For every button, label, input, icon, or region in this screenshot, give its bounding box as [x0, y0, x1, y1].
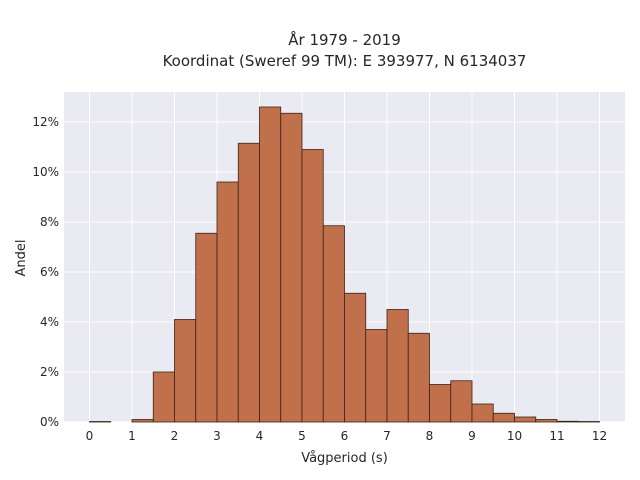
histogram-bar: [131, 419, 154, 423]
histogram-bar: [471, 403, 494, 423]
histogram-bar: [577, 421, 600, 423]
histogram-bar: [386, 309, 409, 423]
x-axis-ticks: 0 1 2 3 4 5 6 7 8 9 10 11 12: [86, 429, 607, 443]
histogram-bar: [429, 384, 452, 423]
y-axis-label: Andel: [14, 240, 29, 277]
histogram-bar: [365, 329, 388, 423]
x-tick-label: 4: [256, 429, 264, 443]
histogram-bar: [237, 142, 260, 423]
histogram-bar: [259, 106, 282, 423]
x-tick-label: 2: [171, 429, 179, 443]
histogram-bars: [89, 106, 600, 423]
histogram-bar: [301, 149, 324, 423]
histogram-bar: [322, 225, 345, 423]
x-tick-label: 1: [128, 429, 136, 443]
x-tick-label: 11: [549, 429, 564, 443]
histogram-bar: [556, 420, 579, 423]
x-axis-label: Vågperiod (s): [301, 451, 388, 466]
histogram-bar: [450, 380, 473, 423]
y-axis-ticks: 0% 2% 4% 6% 8% 10% 12%: [32, 115, 59, 429]
x-tick-label: 12: [592, 429, 607, 443]
histogram-bar: [492, 412, 515, 423]
histogram-bar: [344, 292, 367, 423]
y-tick-label: 6%: [40, 265, 59, 279]
chart-title-line2: Koordinat (Sweref 99 TM): E 393977, N 61…: [163, 52, 527, 70]
histogram-bar: [407, 332, 430, 423]
histogram-bar: [195, 232, 218, 423]
y-tick-label: 8%: [40, 215, 59, 229]
y-tick-label: 2%: [40, 365, 59, 379]
y-tick-label: 12%: [32, 115, 59, 129]
histogram-bar: [216, 181, 239, 423]
x-tick-label: 10: [507, 429, 522, 443]
x-tick-label: 7: [383, 429, 391, 443]
x-tick-label: 3: [213, 429, 221, 443]
histogram-bar: [152, 371, 175, 423]
histogram-bar: [89, 421, 112, 423]
y-tick-label: 0%: [40, 415, 59, 429]
chart-title-line1: År 1979 - 2019: [288, 30, 401, 49]
histogram-bar: [174, 319, 197, 423]
histogram-bar: [280, 112, 303, 423]
y-tick-label: 4%: [40, 315, 59, 329]
x-tick-label: 6: [341, 429, 349, 443]
x-tick-label: 9: [468, 429, 476, 443]
x-tick-label: 8: [426, 429, 434, 443]
y-tick-label: 10%: [32, 165, 59, 179]
histogram-bar: [514, 416, 537, 423]
x-tick-label: 5: [298, 429, 306, 443]
histogram-bar: [535, 419, 558, 423]
x-tick-label: 0: [86, 429, 94, 443]
